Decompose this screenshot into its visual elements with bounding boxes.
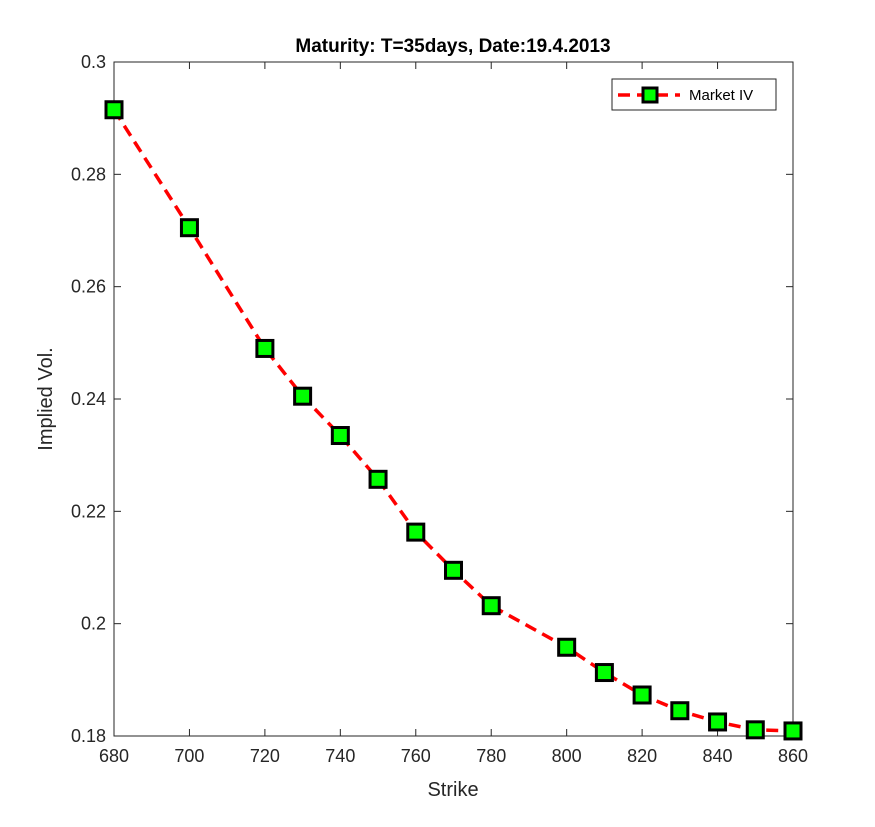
series-market-iv — [104, 100, 803, 741]
y-axis: 0.18 0.2 0.22 0.24 0.26 0.28 0.3 — [71, 52, 793, 746]
x-tick-label: 840 — [703, 746, 733, 766]
data-point-marker — [179, 218, 199, 238]
data-point-marker — [330, 426, 350, 446]
data-point-marker — [293, 386, 313, 406]
series-line — [112, 108, 794, 733]
x-tick-label: 720 — [250, 746, 280, 766]
legend-label-market-iv: Market IV — [689, 87, 753, 104]
data-point-marker — [406, 522, 426, 542]
data-point-marker — [670, 701, 690, 721]
x-axis-label: Strike — [427, 779, 478, 801]
data-point-marker — [708, 712, 728, 732]
data-point-marker — [594, 663, 614, 683]
x-tick-label: 740 — [325, 746, 355, 766]
x-axis: 680 700 720 740 760 780 800 820 840 860 — [99, 62, 808, 766]
data-point-marker — [104, 100, 124, 120]
data-point-marker — [557, 637, 577, 657]
data-point-marker — [745, 720, 765, 740]
data-point-marker — [444, 560, 463, 580]
y-tick-label: 0.22 — [71, 501, 106, 521]
x-tick-label: 800 — [552, 746, 582, 766]
legend: Market IV — [611, 78, 777, 111]
y-tick-label: 0.2 — [81, 614, 106, 634]
y-tick-label: 0.28 — [71, 164, 106, 184]
plot-area — [113, 61, 794, 737]
y-tick-label: 0.3 — [81, 52, 106, 72]
data-point-marker — [481, 596, 501, 616]
x-tick-label: 860 — [778, 746, 808, 766]
x-tick-label: 780 — [476, 746, 506, 766]
y-tick-label: 0.18 — [71, 726, 106, 746]
data-point-marker — [255, 338, 275, 358]
y-axis-label: Implied Vol. — [35, 347, 57, 450]
x-tick-label: 760 — [401, 746, 431, 766]
x-tick-label: 820 — [627, 746, 657, 766]
y-tick-label: 0.26 — [71, 277, 106, 297]
data-point-marker — [783, 721, 803, 741]
data-point-marker — [632, 685, 652, 705]
data-point-marker — [368, 469, 388, 489]
x-tick-label: 700 — [174, 746, 204, 766]
chart-title: Maturity: T=35days, Date:19.4.2013 — [295, 36, 610, 57]
y-tick-label: 0.24 — [71, 389, 106, 409]
legend-marker-swatch — [641, 86, 659, 104]
x-tick-label: 680 — [99, 746, 129, 766]
